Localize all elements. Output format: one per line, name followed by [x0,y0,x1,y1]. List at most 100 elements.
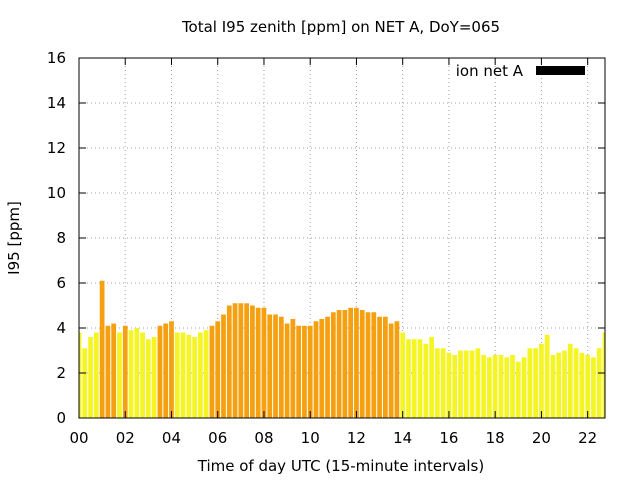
bar [382,316,388,418]
bar [602,332,605,418]
bar [157,325,163,418]
bar [203,330,209,418]
bar [556,352,562,418]
bar [446,352,452,418]
bar [521,357,527,418]
x-tick-label: 02 [116,429,135,447]
y-tick-label: 14 [47,94,66,112]
bar [481,355,486,418]
bar [221,314,226,418]
bar [134,328,140,418]
y-tick-label: 2 [56,364,66,382]
bar [371,312,377,418]
bar [394,321,400,418]
bar [105,325,111,418]
y-tick-label: 6 [56,274,66,292]
bar [186,334,192,418]
bar [79,332,82,418]
bar [198,332,203,418]
bar [238,303,244,418]
bar [579,352,585,418]
bar [330,312,336,418]
bar [325,316,330,418]
bar [244,303,249,418]
y-axis-ticks: 0 2 4 6 8 10 12 14 16 [47,49,605,427]
bar [591,357,596,418]
bar [336,310,342,418]
bar [435,348,440,418]
bar [504,357,510,418]
bar [550,355,556,418]
bar [307,325,313,418]
x-axis-label: Time of day UTC (15-minute intervals) [197,457,484,475]
bar [180,332,186,418]
bar [492,355,498,418]
legend-swatch [536,66,585,75]
bar [527,348,533,418]
bar [174,332,180,418]
bar [82,348,88,418]
bar [88,337,93,418]
x-tick-label: 04 [162,429,181,447]
bar [562,350,567,418]
bar [440,348,446,418]
legend-label: ion net A [456,62,524,80]
bar [354,307,359,418]
bar [567,343,573,418]
bar [400,332,406,418]
bar [429,337,434,418]
bar [423,343,429,418]
legend: ion net A [456,62,585,80]
bar [128,330,134,418]
bar [573,348,579,418]
bar [93,332,99,418]
bar [539,343,544,418]
bar [510,355,515,418]
bar [417,339,423,418]
bar [296,325,302,418]
bar [226,305,232,418]
bar [145,339,151,418]
bar [487,357,492,418]
bar [348,307,354,418]
bar [255,307,261,418]
bar [284,323,290,418]
bar [377,316,382,418]
bar [596,348,602,418]
bar [515,361,521,418]
bar [342,310,348,418]
bar [215,321,221,418]
x-tick-label: 06 [208,429,227,447]
bar [388,323,394,418]
bar [313,321,319,418]
bar [544,334,550,418]
bar [261,307,267,418]
bar [533,348,539,418]
x-axis-ticks: 00 02 04 06 08 10 12 14 16 18 20 22 [69,58,597,447]
y-tick-label: 16 [47,49,66,67]
bar [452,355,458,418]
bar [117,332,122,418]
bar [475,348,481,418]
bar [273,314,278,418]
bar [411,339,417,418]
chart-title: Total I95 zenith [ppm] on NET A, DoY=065 [181,18,500,36]
bar [359,310,365,418]
x-tick-label: 08 [254,429,273,447]
x-tick-label: 10 [301,429,320,447]
x-tick-label: 22 [578,429,597,447]
bar [365,312,371,418]
bar [163,323,169,418]
bar [278,316,284,418]
bar [585,355,591,418]
x-tick-label: 00 [69,429,88,447]
y-axis-label: I95 [ppm] [5,201,23,275]
bar [267,314,273,418]
bar [463,350,469,418]
bars [79,280,605,418]
bar [290,319,296,418]
bar [250,305,255,418]
bar [232,303,238,418]
x-tick-label: 14 [393,429,412,447]
